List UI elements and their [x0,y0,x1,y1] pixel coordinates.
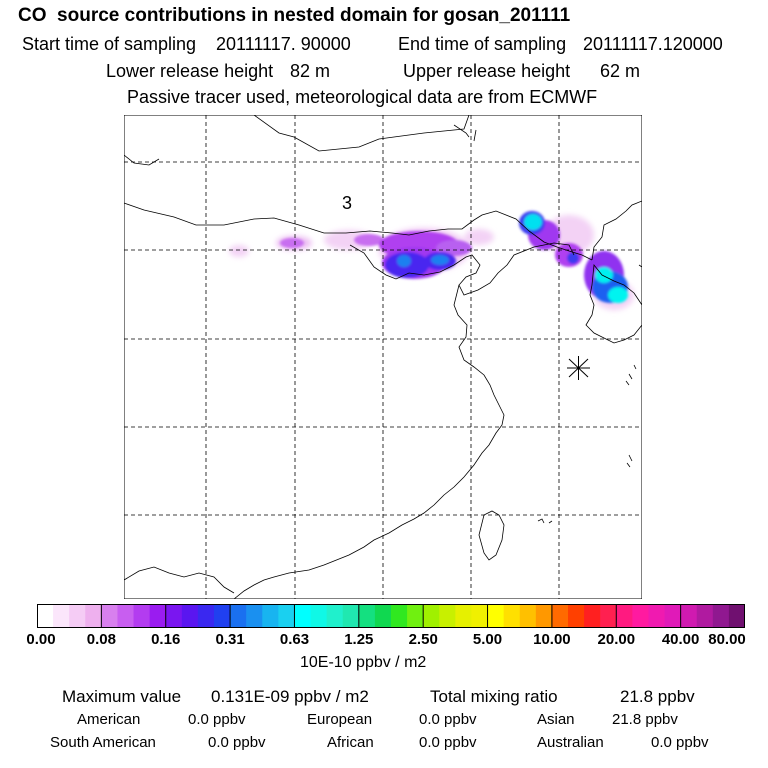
colorbar-tick-label: 20.00 [597,631,636,648]
european-value: 0.0 ppbv [419,711,477,728]
colorbar-cell [391,604,408,628]
colorbar-tick-label: 0.63 [279,631,310,648]
colorbar-cell [664,604,682,628]
colorbar-cell [455,604,472,628]
colorbar-tick-label: 1.25 [344,631,374,648]
max-value: 0.131E-09 ppbv / m2 [211,687,369,706]
colorbar-cell [310,604,328,628]
south-american-value: 0.0 ppbv [208,734,266,751]
upper-height-label: Upper release height [403,61,571,81]
colorbar-cell [503,604,521,628]
colorbar-cell [262,604,279,628]
lat-lon-grid [124,115,642,599]
colorbar-tick-label: 2.50 [408,631,438,648]
page-title: CO source contributions in nested domain… [18,5,571,26]
colorbar-cell [358,604,376,628]
total-mixing-label: Total mixing ratio [430,687,558,706]
colorbar-cell [535,604,553,628]
start-time-value: 20111117. 90000 [216,34,351,54]
colorbar-tick-label: 0.00 [26,631,56,648]
colorbar-cell [53,604,70,628]
lower-height-label: Lower release height [106,61,274,81]
colorbar-cell [197,604,215,628]
colorbar-cell [374,604,392,628]
map-panel: 3 [124,115,642,599]
region-label: 3 [342,193,352,213]
colorbar-cell [278,604,295,628]
colorbar-tick-label: 80.00 [708,631,746,648]
colorbar-tick-label: 0.16 [151,631,181,648]
asian-label: Asian [537,711,575,728]
start-time-label: Start time of sampling [22,34,197,54]
end-time-label: End time of sampling [398,34,567,54]
south-american-label: South American [50,734,156,751]
colorbar-cell [165,604,183,628]
colorbar-tick-label: 40.00 [661,631,700,648]
colorbar-cell [584,604,601,628]
colorbar [37,604,745,628]
colorbar-cell [342,604,360,628]
colorbar-cell [37,604,54,628]
asterisk-icon [567,356,590,380]
colorbar-cell [85,604,102,628]
colorbar-cell [101,604,118,628]
coastlines [124,115,642,599]
colorbar-cell [551,604,569,628]
colorbar-cell [230,604,247,628]
african-label: African [327,734,374,751]
colorbar-cell [133,604,151,628]
colorbar-tick-label: 0.31 [215,631,245,648]
colorbar-cell [728,604,745,628]
colorbar-cell [519,604,537,628]
colorbar-cell [117,604,135,628]
colorbar-cell [487,604,505,628]
max-value-label: Maximum value [62,687,182,706]
colorbar-cell [423,604,440,628]
american-label: American [77,711,141,728]
colorbar-cell [294,604,312,628]
colorbar-cell [214,604,231,628]
total-mixing-value: 21.8 ppbv [620,687,695,706]
colorbar-cell [600,604,617,628]
tracer-note: Passive tracer used, meteorological data… [127,87,598,107]
colorbar-cell [616,604,633,628]
colorbar-cell [326,604,344,628]
colorbar-cell [471,604,489,628]
colorbar-cell [246,604,263,628]
colorbar-cell [439,604,456,628]
colorbar-cell [696,604,714,628]
colorbar-cell [712,604,730,628]
australian-value: 0.0 ppbv [651,734,709,751]
african-value: 0.0 ppbv [419,734,477,751]
colorbar-unit: 10E-10 ppbv / m2 [300,654,427,671]
colorbar-tick-label: 5.00 [472,631,503,648]
colorbar-cell [648,604,666,628]
colorbar-cell [149,604,167,628]
colorbar-cell [632,604,649,628]
european-label: European [307,711,373,728]
asian-value: 21.8 ppbv [612,711,678,728]
lower-height-value: 82 m [290,61,331,81]
american-value: 0.0 ppbv [188,711,246,728]
colorbar-cell [407,604,424,628]
colorbar-tick-label: 0.08 [86,631,116,648]
colorbar-tick-label: 10.00 [533,631,571,648]
end-time-value: 20111117.120000 [583,34,723,54]
colorbar-cell [680,604,698,628]
colorbar-cell [568,604,585,628]
australian-label: Australian [537,734,604,751]
upper-height-value: 62 m [600,61,641,81]
colorbar-cell [69,604,86,628]
colorbar-cell [181,604,199,628]
